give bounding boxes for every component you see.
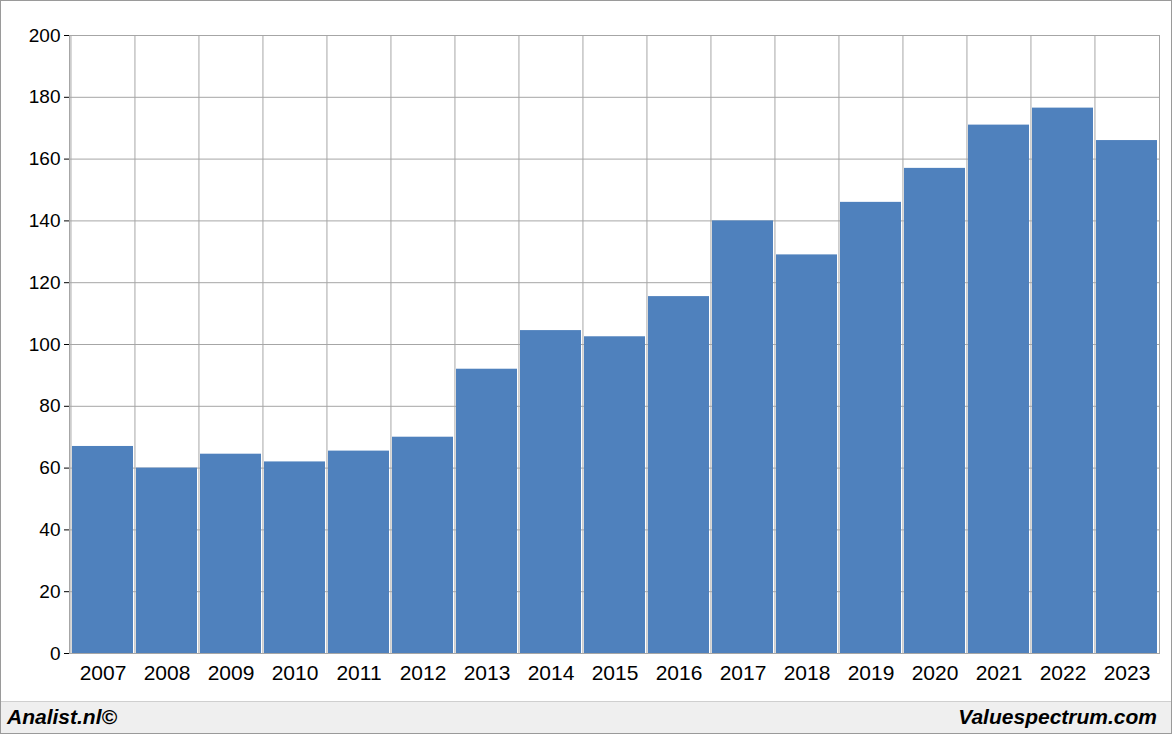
svg-text:60: 60 <box>39 457 60 478</box>
svg-text:2015: 2015 <box>592 661 639 684</box>
html-text:Analist.nl©: Analist.nl© <box>7 705 117 728</box>
svg-text:160: 160 <box>29 148 61 169</box>
svg-text:0: 0 <box>50 643 61 664</box>
svg-text:180: 180 <box>29 86 61 107</box>
svg-text:2014: 2014 <box>528 661 575 684</box>
svg-text:2007: 2007 <box>80 661 127 684</box>
svg-text:2013: 2013 <box>464 661 511 684</box>
svg-text:2021: 2021 <box>976 661 1023 684</box>
svg-text:140: 140 <box>29 210 61 231</box>
svg-text:2019: 2019 <box>848 661 895 684</box>
svg-text:2022: 2022 <box>1040 661 1087 684</box>
svg-text:2011: 2011 <box>336 661 381 684</box>
svg-text:20: 20 <box>39 581 60 602</box>
svg-text:80: 80 <box>39 395 60 416</box>
svg-text:40: 40 <box>39 519 60 540</box>
svg-text:120: 120 <box>29 272 61 293</box>
svg-text:100: 100 <box>29 334 61 355</box>
svg-text:2018: 2018 <box>784 661 831 684</box>
svg-text:2023: 2023 <box>1104 661 1151 684</box>
svg-text:2009: 2009 <box>208 661 255 684</box>
svg-text:200: 200 <box>29 25 61 46</box>
svg-text:2017: 2017 <box>720 661 767 684</box>
svg-text:2012: 2012 <box>400 661 447 684</box>
html-text:Valuespectrum.com: Valuespectrum.com <box>958 705 1157 728</box>
svg-text:2010: 2010 <box>272 661 319 684</box>
svg-text:2008: 2008 <box>144 661 191 684</box>
svg-text:2016: 2016 <box>656 661 703 684</box>
svg-text:2020: 2020 <box>912 661 959 684</box>
